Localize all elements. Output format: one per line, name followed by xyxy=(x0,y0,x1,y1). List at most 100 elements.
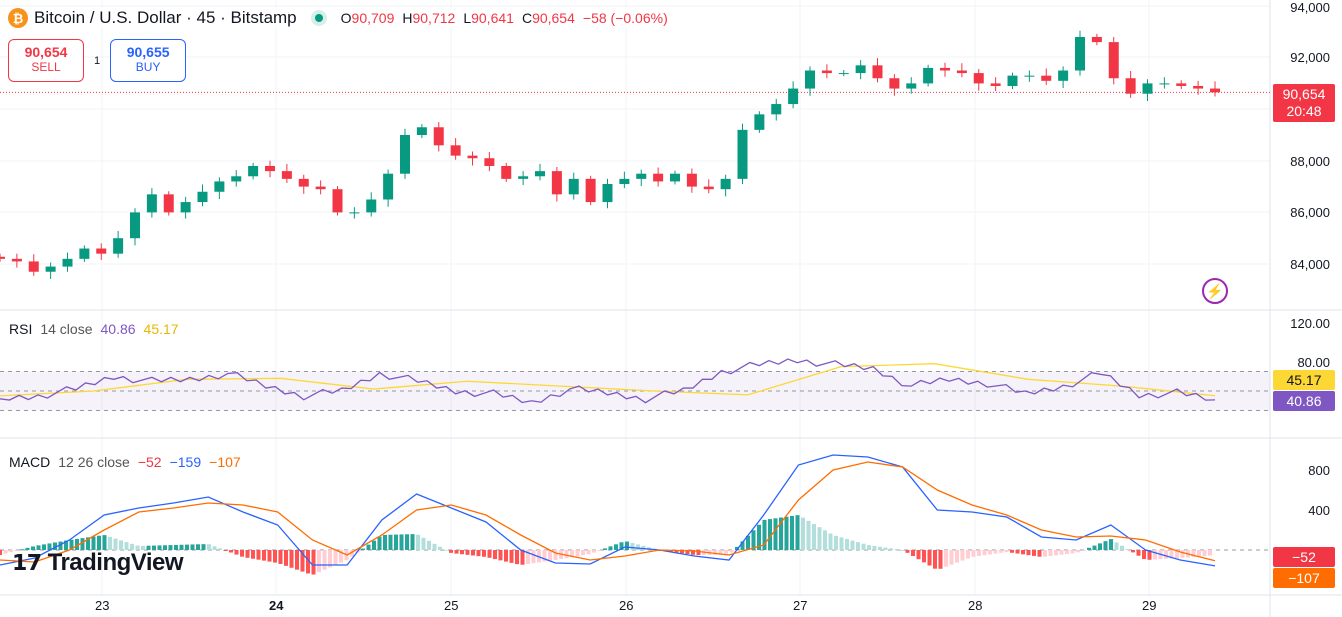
macd-histogram-bar xyxy=(548,550,552,561)
macd-histogram-bar xyxy=(608,546,613,550)
macd-histogram-bar xyxy=(718,550,723,555)
candle-body xyxy=(973,73,984,84)
symbol-title[interactable]: Bitcoin / U.S. Dollar · 45 · Bitstamp xyxy=(34,8,297,27)
macd-histogram-bar xyxy=(64,540,68,550)
macd-histogram-bar xyxy=(779,517,783,550)
macd-histogram-bar xyxy=(256,550,261,560)
macd-histogram-bar xyxy=(443,549,448,551)
candle-body xyxy=(923,67,934,84)
macd-histogram-bar xyxy=(982,550,987,556)
candle-body xyxy=(231,176,242,182)
tradingview-logo[interactable]: 𝟭𝟳 TradingView xyxy=(12,549,184,576)
macd-legend[interactable]: MACD 12 26 close −52 −159 −107 xyxy=(9,454,241,470)
signal-line xyxy=(0,461,1216,563)
candle-body xyxy=(11,258,22,262)
candle-body xyxy=(315,186,326,190)
macd-histogram-bar xyxy=(108,536,112,550)
macd-histogram-bar xyxy=(229,550,233,553)
market-status-icon[interactable] xyxy=(310,10,327,26)
bitcoin-icon: ₿ xyxy=(8,8,28,28)
candle-body xyxy=(400,135,410,174)
macd-histogram-bar xyxy=(438,546,442,550)
macd-histogram-bar xyxy=(520,550,525,565)
macd-histogram-bar xyxy=(267,550,272,562)
macd-histogram-bar xyxy=(405,534,409,550)
macd-histogram-bar xyxy=(416,534,420,550)
macd-tick: 400 xyxy=(1308,503,1330,518)
rsi-legend[interactable]: RSI 14 close 40.86 45.17 xyxy=(9,321,179,337)
macd-histogram-bar xyxy=(603,548,607,550)
macd-histogram-bar xyxy=(1098,543,1102,550)
candle-body xyxy=(754,114,765,130)
macd-histogram-bar xyxy=(955,550,959,563)
macd-histogram-bar xyxy=(1092,545,1097,550)
macd-histogram-bar xyxy=(487,550,492,558)
macd-histogram-bar xyxy=(20,549,24,551)
buy-button[interactable]: 90,655 BUY xyxy=(110,39,187,82)
candle-body xyxy=(214,181,225,192)
macd-histogram-bar xyxy=(322,550,327,570)
macd-histogram-bar xyxy=(773,518,778,550)
macd-histogram-bar xyxy=(135,545,140,550)
candle-body xyxy=(1210,88,1220,93)
candle-body xyxy=(1108,42,1119,79)
macd-histogram-bar xyxy=(273,550,277,563)
macd-histogram-bar xyxy=(625,541,629,550)
macd-histogram-bar xyxy=(289,550,294,568)
macd-histogram-bar xyxy=(900,549,904,551)
macd-histogram-bar xyxy=(102,535,107,550)
macd-histogram-bar xyxy=(295,550,299,570)
macd-histogram-bar xyxy=(47,543,52,550)
macd-histogram-bar xyxy=(113,538,118,550)
candle-body xyxy=(653,173,664,182)
macd-histogram-bar xyxy=(3,550,8,554)
macd-histogram-bar xyxy=(1048,550,1053,556)
macd-histogram-bar xyxy=(471,550,475,556)
macd-histogram-bar xyxy=(790,515,794,550)
macd-histogram-bar xyxy=(421,537,426,550)
macd-histogram-bar xyxy=(949,550,954,565)
macd-histogram-bar xyxy=(1180,550,1185,558)
macd-histogram-bar xyxy=(823,530,827,550)
candle-body xyxy=(636,173,647,179)
macd-histogram-bar xyxy=(152,545,156,550)
macd-histogram-bar xyxy=(1070,550,1075,554)
macd-histogram-bar xyxy=(361,548,365,550)
candle-body xyxy=(248,165,259,177)
lightning-icon[interactable]: ⚡ xyxy=(1202,278,1228,304)
macd-histogram-bar xyxy=(9,550,13,553)
macd-histogram-bar xyxy=(1169,550,1174,559)
macd-histogram-bar xyxy=(1076,550,1080,553)
candle-body xyxy=(670,173,680,182)
macd-histogram-bar xyxy=(432,543,437,550)
macd-histogram-bar xyxy=(834,535,838,550)
macd-histogram-bar xyxy=(383,534,387,550)
sell-button[interactable]: 90,654 SELL xyxy=(8,39,84,82)
macd-histogram-bar xyxy=(619,542,624,550)
macd-histogram-bar xyxy=(284,550,288,566)
macd-histogram-bar xyxy=(839,537,844,550)
candle-body xyxy=(535,171,545,177)
macd-histogram-bar xyxy=(806,520,811,550)
macd-histogram-bar xyxy=(42,544,46,550)
macd-histogram-bar xyxy=(1191,550,1196,557)
macd-tick: 800 xyxy=(1308,463,1330,478)
macd-histogram-bar xyxy=(795,515,800,550)
candle-body xyxy=(0,256,5,259)
macd-histogram-bar xyxy=(245,550,250,558)
macd-histogram-bar xyxy=(713,550,717,555)
macd-histogram-bar xyxy=(751,530,756,550)
macd-histogram-bar xyxy=(14,550,19,551)
macd-histogram-bar xyxy=(1136,550,1141,556)
macd-histogram-bar xyxy=(97,535,101,550)
candle-body xyxy=(703,186,714,190)
macd-histogram-bar xyxy=(850,540,855,550)
macd-histogram-bar xyxy=(196,544,200,550)
macd-histogram-bar xyxy=(388,534,393,550)
candle-body xyxy=(686,173,697,187)
macd-histogram-bar xyxy=(933,550,937,569)
macd-histogram-bar xyxy=(757,524,761,550)
macd-histogram-bar xyxy=(614,544,618,550)
macd-histogram-bar xyxy=(740,541,745,550)
